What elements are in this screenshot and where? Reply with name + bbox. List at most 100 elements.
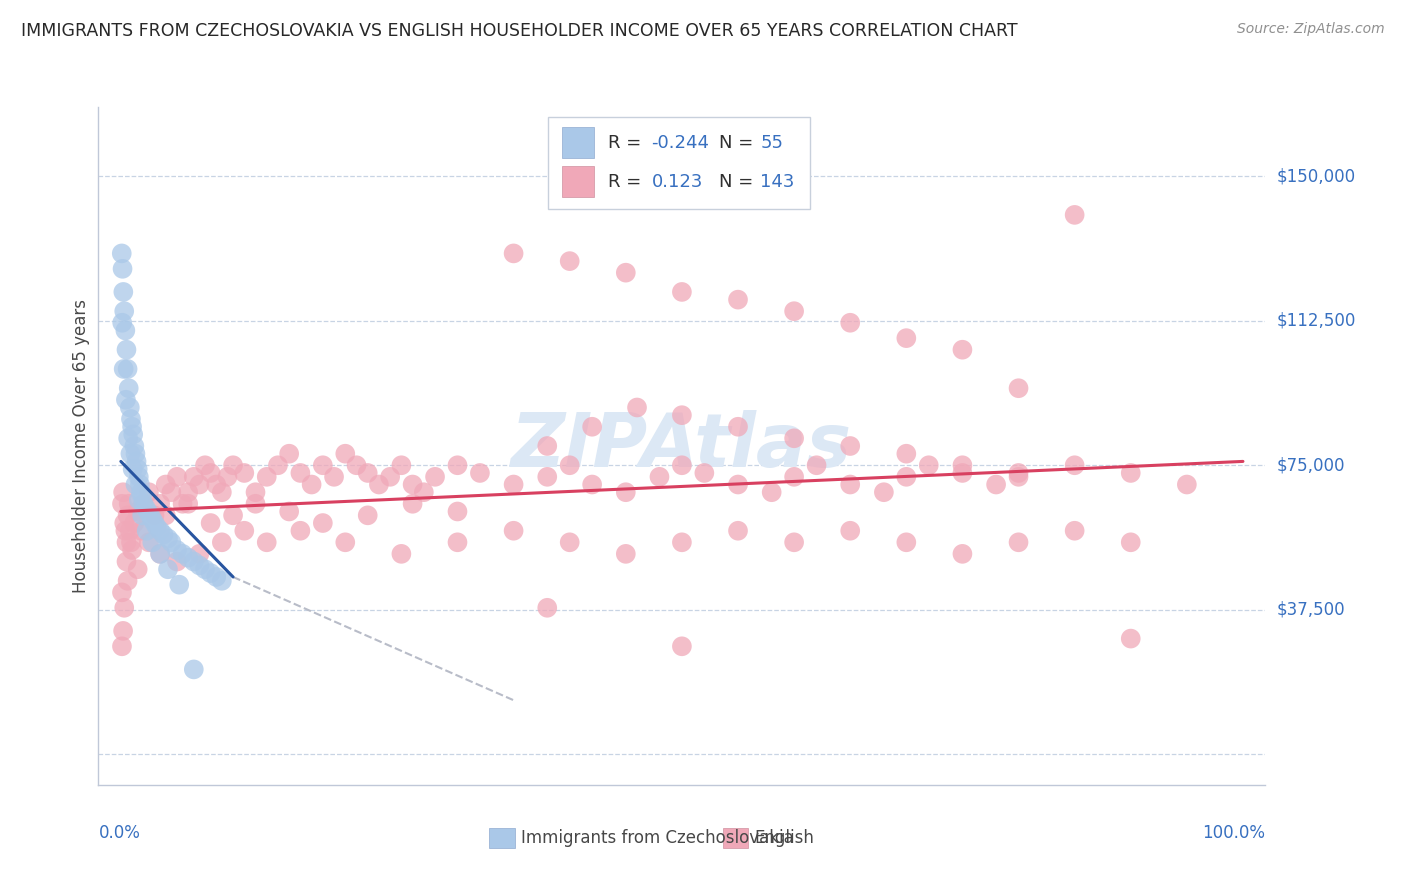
Point bbox=[423, 470, 446, 484]
Point bbox=[671, 408, 693, 422]
Point bbox=[132, 497, 155, 511]
Point bbox=[614, 547, 637, 561]
Point bbox=[114, 524, 136, 538]
Point bbox=[446, 535, 468, 549]
Point bbox=[111, 246, 134, 260]
Point bbox=[146, 520, 169, 534]
Point bbox=[112, 624, 135, 638]
Point bbox=[120, 447, 142, 461]
FancyBboxPatch shape bbox=[489, 828, 515, 848]
Point bbox=[149, 524, 172, 538]
Point bbox=[671, 640, 693, 654]
Point bbox=[256, 535, 278, 549]
Point bbox=[177, 485, 200, 500]
Point bbox=[166, 543, 188, 558]
Point bbox=[323, 470, 346, 484]
Point bbox=[502, 477, 524, 491]
Point bbox=[111, 585, 134, 599]
Point bbox=[502, 246, 524, 260]
Point bbox=[183, 470, 205, 484]
Point bbox=[177, 550, 200, 565]
Point bbox=[118, 381, 141, 395]
Point bbox=[112, 285, 135, 299]
Text: 0.123: 0.123 bbox=[651, 173, 703, 191]
Point bbox=[1007, 466, 1029, 480]
Point bbox=[139, 508, 162, 523]
Point bbox=[401, 477, 423, 491]
Point bbox=[117, 508, 139, 523]
Point bbox=[120, 535, 142, 549]
Text: $37,500: $37,500 bbox=[1277, 600, 1346, 619]
FancyBboxPatch shape bbox=[548, 117, 810, 209]
Point bbox=[111, 261, 134, 276]
Point bbox=[1063, 524, 1085, 538]
Point bbox=[166, 555, 188, 569]
Point bbox=[222, 458, 245, 473]
Point bbox=[839, 524, 862, 538]
Point bbox=[118, 497, 141, 511]
Point bbox=[117, 362, 139, 376]
Point bbox=[188, 547, 211, 561]
Point bbox=[614, 266, 637, 280]
Point bbox=[112, 362, 135, 376]
Point bbox=[952, 466, 974, 480]
Point bbox=[896, 535, 918, 549]
Text: Immigrants from Czechoslovakia: Immigrants from Czechoslovakia bbox=[520, 829, 793, 847]
Point bbox=[222, 508, 245, 523]
Point bbox=[160, 535, 183, 549]
Point bbox=[727, 524, 749, 538]
Point bbox=[245, 485, 267, 500]
Point bbox=[412, 485, 434, 500]
Point bbox=[211, 535, 233, 549]
Point bbox=[124, 447, 146, 461]
Point bbox=[290, 524, 312, 538]
Point bbox=[127, 562, 149, 576]
Point bbox=[167, 577, 190, 591]
Point bbox=[188, 558, 211, 573]
Point bbox=[141, 512, 163, 526]
Point bbox=[896, 447, 918, 461]
Point bbox=[124, 477, 146, 491]
Point bbox=[839, 316, 862, 330]
Point bbox=[312, 516, 335, 530]
Point bbox=[141, 535, 163, 549]
Point bbox=[183, 555, 205, 569]
Point bbox=[155, 508, 177, 523]
Point bbox=[122, 427, 145, 442]
Point bbox=[127, 462, 149, 476]
Point bbox=[115, 392, 138, 407]
Point bbox=[581, 419, 603, 434]
Point bbox=[357, 508, 380, 523]
Point bbox=[143, 516, 166, 530]
Point bbox=[183, 662, 205, 676]
Point bbox=[211, 485, 233, 500]
Point bbox=[117, 431, 139, 445]
Point bbox=[128, 492, 150, 507]
Point bbox=[468, 466, 491, 480]
Text: $112,500: $112,500 bbox=[1277, 312, 1355, 330]
Text: Source: ZipAtlas.com: Source: ZipAtlas.com bbox=[1237, 22, 1385, 37]
Text: IMMIGRANTS FROM CZECHOSLOVAKIA VS ENGLISH HOUSEHOLDER INCOME OVER 65 YEARS CORRE: IMMIGRANTS FROM CZECHOSLOVAKIA VS ENGLIS… bbox=[21, 22, 1018, 40]
Point bbox=[389, 547, 412, 561]
Point bbox=[1119, 466, 1142, 480]
Point bbox=[558, 254, 581, 268]
Point bbox=[1007, 470, 1029, 484]
Point bbox=[129, 524, 152, 538]
Point bbox=[952, 547, 974, 561]
Point bbox=[918, 458, 941, 473]
Point bbox=[115, 343, 138, 357]
Point bbox=[312, 458, 335, 473]
Point bbox=[380, 470, 402, 484]
Point bbox=[952, 458, 974, 473]
Point bbox=[693, 466, 716, 480]
Point bbox=[401, 497, 423, 511]
Point bbox=[290, 466, 312, 480]
Point bbox=[121, 462, 143, 476]
Point bbox=[121, 419, 143, 434]
Point bbox=[138, 485, 160, 500]
Point bbox=[111, 640, 134, 654]
Point bbox=[536, 600, 558, 615]
Point bbox=[136, 504, 159, 518]
Point bbox=[389, 458, 412, 473]
Point bbox=[1175, 477, 1198, 491]
